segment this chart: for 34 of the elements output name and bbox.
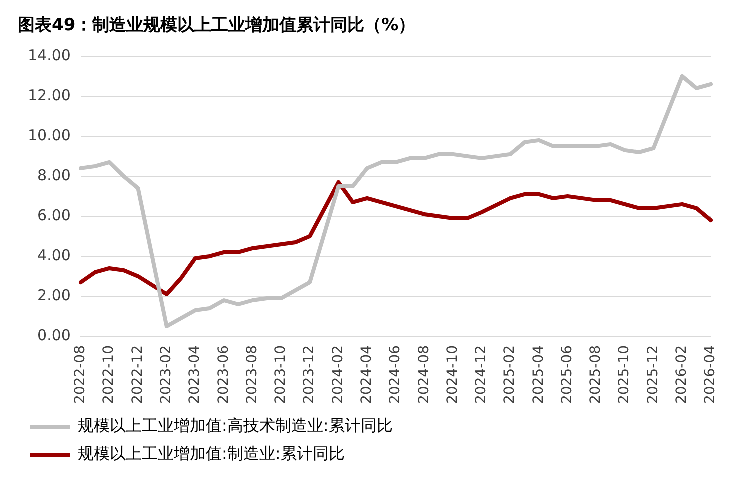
x-tick-label: 2023-06: [216, 345, 232, 404]
y-tick-label: 4.00: [38, 246, 71, 264]
x-tick-label: 2022-12: [130, 346, 146, 404]
x-tick-label: 2025-08: [588, 346, 604, 404]
x-tick-label: 2023-04: [187, 345, 204, 404]
x-tick-label: 2023-08: [244, 346, 260, 404]
x-tick-label: 2024-04: [358, 345, 375, 404]
y-tick-label: 12.00: [28, 86, 71, 104]
x-tick-label: 2024-06: [388, 345, 404, 404]
x-tick-label: 2023-12: [302, 346, 318, 404]
x-tick-label: 2024-10: [444, 346, 461, 404]
legend-label: 规模以上工业增加值:制造业:累计同比: [78, 444, 345, 464]
y-tick-label: 6.00: [38, 206, 71, 224]
x-tick-label: 2025-02: [502, 346, 518, 404]
x-tick-label: 2022-08: [72, 346, 89, 404]
x-tick-label: 2025-10: [616, 346, 633, 404]
x-tick-label: 2024-02: [330, 346, 346, 404]
x-tick-label: 2022-10: [101, 346, 118, 404]
x-tick-label: 2026-02: [674, 346, 690, 404]
x-tick-label: 2025-04: [530, 345, 547, 404]
y-tick-label: 8.00: [38, 166, 71, 184]
x-tick-label: 2024-08: [416, 346, 432, 404]
y-tick-label: 2.00: [38, 286, 71, 304]
x-tick-label: 2023-02: [158, 346, 174, 404]
chart-title: 图表49：制造业规模以上工业增加值累计同比（%）: [18, 16, 416, 36]
x-tick-label: 2025-12: [645, 346, 662, 404]
x-tick-label: 2023-10: [273, 346, 290, 404]
y-tick-label: 10.00: [28, 126, 71, 144]
y-tick-label: 0.00: [38, 326, 71, 344]
legend-label: 规模以上工业增加值:高技术制造业:累计同比: [78, 416, 393, 436]
x-tick-label: 2025-06: [559, 345, 576, 404]
y-tick-label: 14.00: [28, 46, 71, 64]
x-tick-label: 2024-12: [474, 346, 490, 404]
x-tick-label: 2026-04: [702, 345, 719, 404]
